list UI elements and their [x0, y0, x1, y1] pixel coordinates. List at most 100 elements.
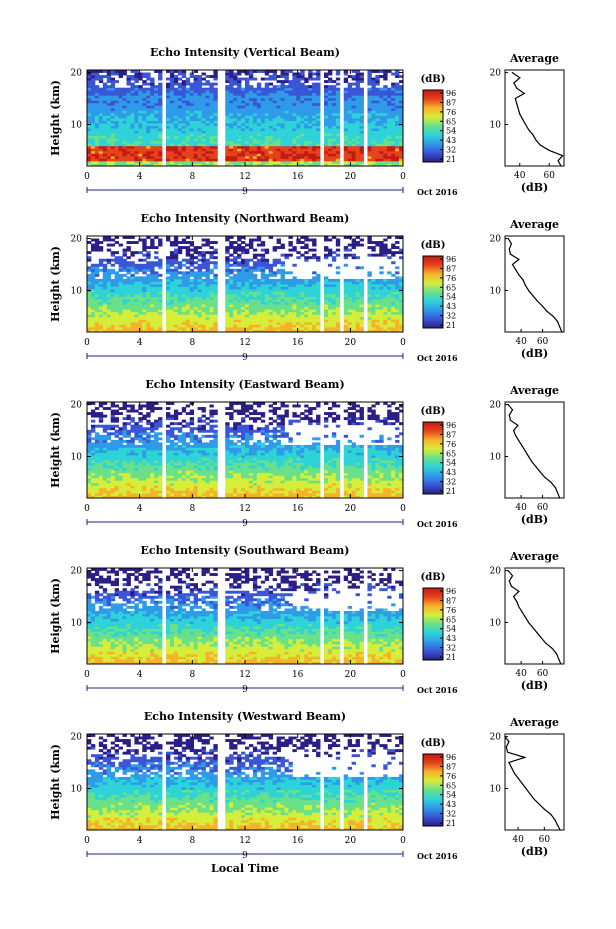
heatmap-cell: [154, 133, 159, 137]
heatmap-cell: [225, 118, 230, 121]
heatmap-cell: [94, 150, 100, 154]
heatmap-cell: [154, 286, 159, 290]
heatmap-cell: [201, 135, 206, 139]
heatmap-cell: [292, 138, 297, 142]
heatmap-cell: [225, 309, 230, 313]
heatmap-cell: [126, 268, 131, 272]
heatmap-cell: [130, 123, 135, 126]
heatmap-cell: [154, 90, 159, 94]
heatmap-cell: [316, 276, 321, 280]
heatmap-cell: [142, 110, 147, 114]
heatmap-cell: [324, 110, 329, 114]
heatmap-cell: [237, 163, 242, 167]
heatmap-cell: [110, 278, 116, 282]
heatmap-cell: [359, 120, 364, 124]
heatmap-cell: [351, 294, 356, 298]
heatmap-cell: [197, 263, 202, 267]
heatmap-cell: [177, 100, 183, 104]
heatmap-cell: [245, 281, 250, 285]
heatmap-cell: [316, 158, 321, 162]
heatmap-cell: [347, 278, 353, 282]
heatmap-cell: [399, 160, 404, 164]
heatmap-cell: [90, 273, 96, 277]
heatmap-cell: [308, 95, 313, 99]
heatmap-cell: [351, 138, 356, 142]
heatmap-cell: [324, 130, 329, 134]
heatmap-cell: [312, 324, 317, 328]
panel-title: Echo Intensity (Eastward Beam): [145, 378, 344, 391]
heatmap-cell: [276, 163, 281, 167]
heatmap-cell: [379, 145, 384, 149]
heatmap-cell: [225, 125, 230, 129]
heatmap-cell: [304, 316, 309, 320]
heatmap-cell: [335, 133, 341, 137]
heatmap-cell: [154, 85, 159, 89]
heatmap-cell: [169, 77, 175, 81]
heatmap-cell: [197, 125, 202, 129]
heatmap-cell: [229, 301, 234, 305]
heatmap-cell: [169, 107, 175, 111]
heatmap-cell: [292, 248, 297, 252]
heatmap-cell: [371, 87, 376, 91]
heatmap-cell: [233, 158, 238, 162]
heatmap-cell: [130, 314, 135, 318]
heatmap-cell: [312, 160, 317, 164]
heatmap-cell: [395, 301, 400, 305]
heatmap-cell: [173, 321, 179, 325]
heatmap-cell: [300, 163, 305, 167]
heatmap-cell: [130, 85, 135, 89]
heatmap-cell: [233, 100, 238, 104]
heatmap-cell: [229, 107, 234, 111]
heatmap-cell: [158, 306, 163, 310]
heatmap-cell: [114, 316, 119, 320]
heatmap-cell: [138, 128, 143, 132]
heatmap-cell: [225, 70, 230, 73]
heatmap-cell: [241, 304, 246, 308]
heatmap-cell: [371, 301, 376, 305]
heatmap-cell: [248, 75, 254, 78]
heatmap-cell: [205, 266, 210, 270]
heatmap-cell: [312, 102, 317, 106]
heatmap-cell: [185, 158, 191, 162]
heatmap-cell: [181, 112, 187, 116]
heatmap-cell: [189, 258, 195, 262]
heatmap-cell: [98, 241, 104, 244]
heatmap-cell: [375, 77, 380, 81]
heatmap-cell: [185, 321, 191, 325]
heatmap-cell: [166, 85, 171, 89]
profile-x-tick-label: 40: [515, 337, 527, 347]
heatmap-cell: [87, 276, 92, 280]
heatmap-cell: [130, 289, 135, 292]
heatmap-cell: [268, 294, 274, 298]
heatmap-cell: [189, 284, 195, 287]
heatmap-cell: [272, 314, 277, 318]
heatmap-cell: [391, 135, 396, 139]
heatmap-cell: [94, 133, 100, 137]
heatmap-cell: [300, 70, 305, 73]
heatmap-cell: [383, 238, 388, 242]
heatmap-cell: [134, 251, 139, 255]
heatmap-cell: [245, 107, 250, 111]
heatmap-cell: [245, 128, 250, 132]
heatmap-cell: [343, 294, 349, 298]
heatmap-cell: [276, 110, 281, 114]
heatmap-cell: [256, 105, 262, 109]
heatmap-cell: [189, 273, 195, 277]
heatmap-cell: [359, 90, 364, 94]
heatmap-cell: [276, 326, 281, 330]
heatmap-cell: [197, 155, 202, 159]
heatmap-cell: [241, 158, 246, 162]
heatmap-cell: [300, 160, 305, 164]
heatmap-cell: [304, 278, 309, 282]
heatmap-cell: [316, 70, 321, 73]
heatmap-cell: [225, 138, 230, 142]
heatmap-cell: [399, 329, 404, 333]
colorbar-tick-label: 76: [446, 274, 456, 283]
heatmap-cell: [181, 286, 187, 290]
heatmap-cell: [284, 118, 289, 121]
heatmap-cell: [260, 256, 266, 260]
heatmap-cell: [391, 314, 396, 318]
heatmap-cell: [292, 92, 297, 96]
heatmap-cell: [90, 326, 96, 330]
heatmap-cell: [181, 160, 187, 164]
